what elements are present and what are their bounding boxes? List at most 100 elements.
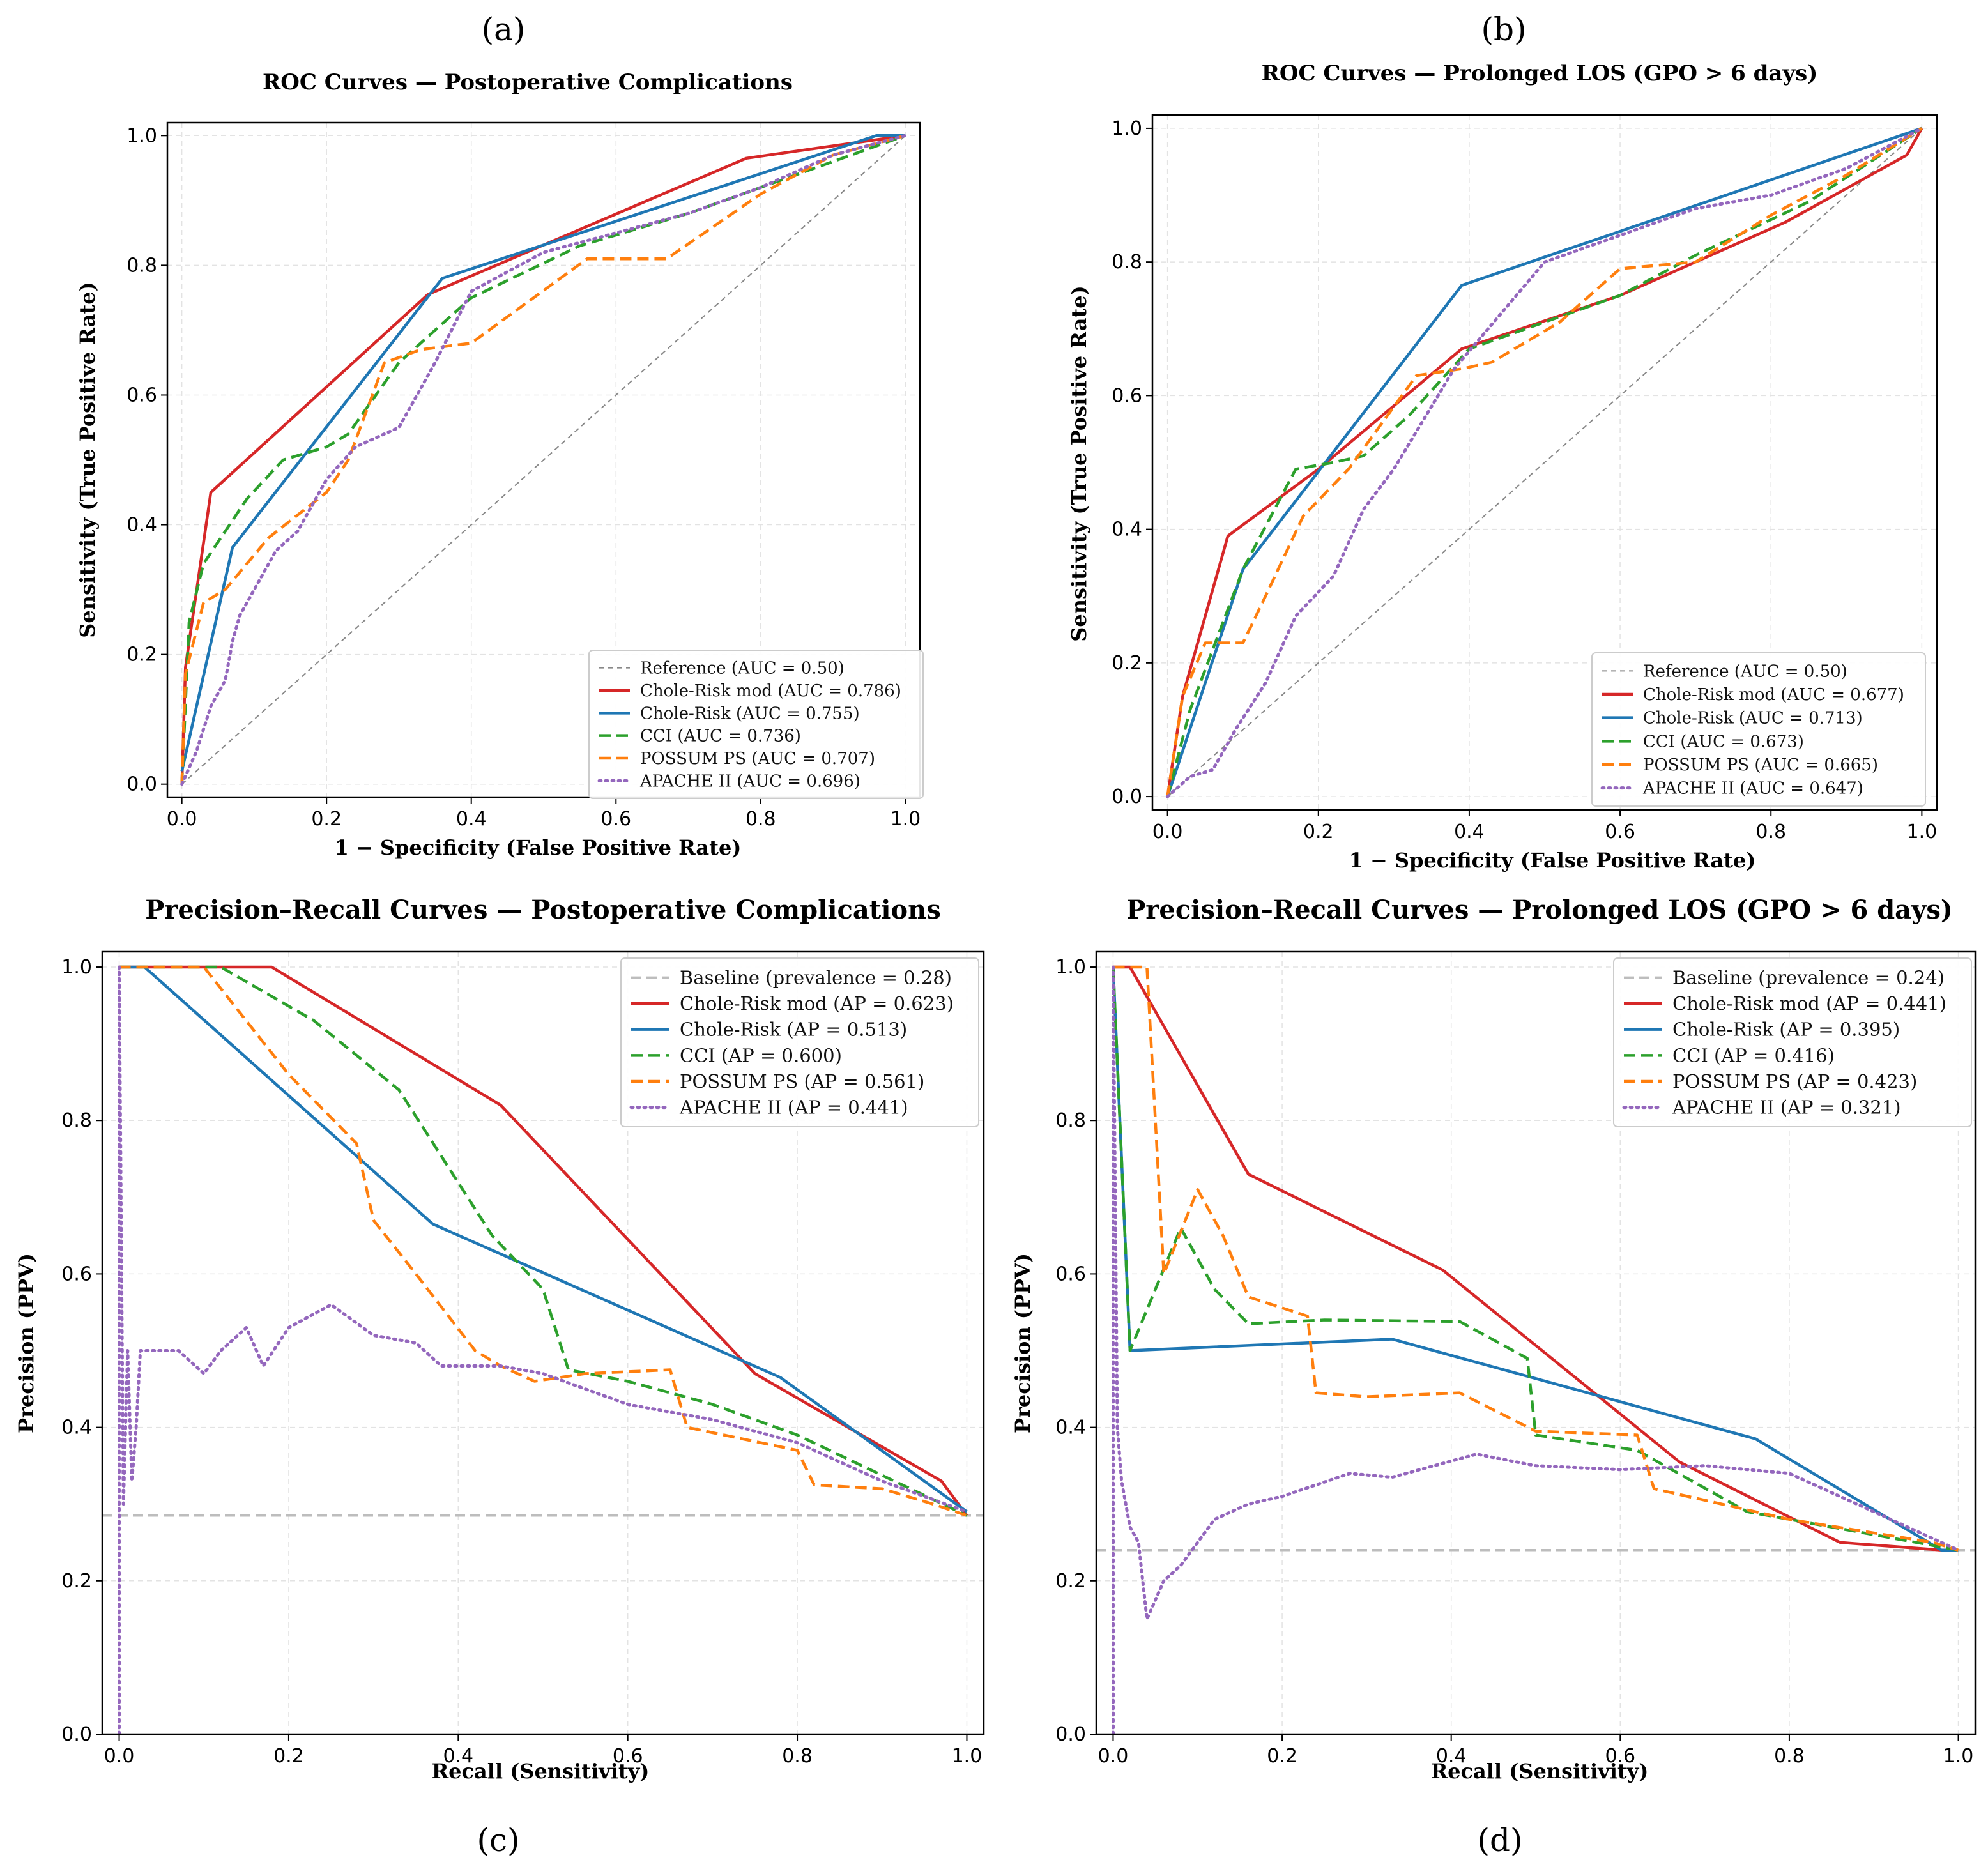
y-tick-label: 0.8 xyxy=(126,254,157,277)
y-tick-label: 0.6 xyxy=(126,384,157,406)
plot-frame xyxy=(166,121,921,798)
panel-letter: (b) xyxy=(1481,11,1526,48)
y-axis-label: Sensitivity (True Positive Rate) xyxy=(75,282,100,637)
series-line-chole-risk xyxy=(180,134,906,772)
series-line-reference xyxy=(1166,128,1923,797)
legend-label: CCI (AP = 0.600) xyxy=(680,1044,842,1066)
x-axis-label: Recall (Sensitivity) xyxy=(1431,1759,1649,1783)
chart-title: Precision–Recall Curves — Prolonged LOS … xyxy=(1126,895,1953,925)
series-line-possum xyxy=(119,965,968,1517)
y-tick-label: 0.8 xyxy=(1055,1110,1086,1132)
chart-panel-4: (d) Precision–Recall Curves — Prolonged L… xyxy=(1011,895,1977,1859)
y-tick-label: 0.2 xyxy=(1055,1570,1086,1592)
x-tick-label: 0.4 xyxy=(1454,821,1485,843)
y-tick-label: 1.0 xyxy=(1112,118,1142,140)
y-tick-label: 0.4 xyxy=(1112,519,1142,541)
x-tick-label: 0.0 xyxy=(1152,821,1183,843)
series-line-chole-risk-mod xyxy=(1113,965,1959,1552)
x-tick-label: 0.4 xyxy=(1436,1745,1467,1767)
legend-label: Chole-Risk (AP = 0.513) xyxy=(680,1019,907,1041)
series-line-apache xyxy=(180,133,907,786)
x-tick-label: 0.2 xyxy=(1267,1745,1297,1767)
series-line-possum xyxy=(180,134,906,784)
y-tick-label: 1.0 xyxy=(1055,956,1086,979)
x-tick-label: 1.0 xyxy=(952,1745,983,1767)
x-tick-label: 1.0 xyxy=(1943,1745,1974,1767)
x-tick-label: 0.6 xyxy=(1605,821,1635,843)
legend-label: Chole-Risk mod (AP = 0.441) xyxy=(1672,993,1946,1014)
panel-letter: (c) xyxy=(477,1822,519,1859)
series-line-possum xyxy=(1113,965,1959,1552)
y-tick-label: 0.6 xyxy=(61,1263,92,1285)
y-tick-label: 0.4 xyxy=(61,1417,92,1439)
panel-letter: (d) xyxy=(1477,1822,1522,1859)
legend: Baseline (prevalence = 0.24) Chole-Risk m… xyxy=(1613,957,1972,1127)
y-tick-label: 0.6 xyxy=(1055,1263,1086,1285)
legend-label: Chole-Risk mod (AUC = 0.677) xyxy=(1643,685,1904,705)
legend-label: POSSUM PS (AP = 0.561) xyxy=(680,1071,924,1092)
legend: Reference (AUC = 0.50) Chole-Risk mod (AU… xyxy=(588,650,924,799)
y-tick-label: 1.0 xyxy=(126,125,157,147)
x-tick-label: 0.8 xyxy=(782,1745,813,1767)
legend-label: POSSUM PS (AUC = 0.665) xyxy=(1643,756,1878,775)
x-tick-label: 0.8 xyxy=(1755,821,1786,843)
y-tick-label: 0.4 xyxy=(1055,1417,1086,1439)
legend-box xyxy=(588,650,924,799)
y-tick-label: 0.4 xyxy=(126,514,157,537)
y-tick-label: 0.2 xyxy=(1112,652,1142,675)
panel-letter: (a) xyxy=(482,11,526,48)
chart-panel-3: (c) Precision–Recall Curves — Postoperati… xyxy=(14,895,985,1859)
x-tick-label: 0.2 xyxy=(311,808,342,830)
series-line-reference xyxy=(181,135,906,785)
legend-label: CCI (AUC = 0.673) xyxy=(1643,732,1804,751)
legend-label: Baseline (prevalence = 0.24) xyxy=(1672,966,1945,988)
y-tick-label: 0.2 xyxy=(61,1570,92,1592)
x-tick-label: 1.0 xyxy=(890,808,921,830)
series-line-apache xyxy=(1166,126,1923,798)
series-group xyxy=(1096,965,1975,1734)
y-axis-label: Precision (PPV) xyxy=(1011,1253,1035,1433)
x-tick-label: 0.8 xyxy=(746,808,776,830)
y-tick-label: 0.8 xyxy=(1112,251,1142,273)
chart-panel-1: (a) ROC Curves — Postoperative Complicati… xyxy=(75,11,924,860)
legend-label: POSSUM PS (AUC = 0.707) xyxy=(640,749,875,768)
x-tick-label: 0.6 xyxy=(613,1745,643,1767)
x-axis-label: Recall (Sensitivity) xyxy=(432,1759,650,1783)
y-tick-label: 0.0 xyxy=(61,1723,92,1746)
x-tick-label: 1.0 xyxy=(1907,821,1938,843)
y-tick-label: 0.2 xyxy=(126,644,157,666)
series-line-cci xyxy=(1112,966,1959,1552)
legend-label: Reference (AUC = 0.50) xyxy=(1643,662,1847,681)
legend-label: POSSUM PS (AP = 0.423) xyxy=(1672,1071,1917,1092)
y-tick-label: 0.0 xyxy=(1055,1723,1086,1746)
series-group xyxy=(102,965,984,1734)
legend-label: Reference (AUC = 0.50) xyxy=(640,659,845,678)
x-tick-label: 0.8 xyxy=(1774,1745,1805,1767)
series-line-apache xyxy=(118,965,968,1734)
chart-panel-2: (b) ROC Curves — Prolonged LOS (GPO > 6 d… xyxy=(1067,11,1938,873)
y-axis-label: Precision (PPV) xyxy=(14,1253,38,1433)
legend-label: CCI (AUC = 0.736) xyxy=(640,727,801,746)
y-tick-label: 0.0 xyxy=(1112,786,1142,808)
series-line-cci xyxy=(119,965,968,1517)
charts-root: (a) ROC Curves — Postoperative Complicati… xyxy=(14,11,1977,1859)
y-axis-label: Sensitivity (True Positive Rate) xyxy=(1067,286,1091,641)
y-tick-label: 0.8 xyxy=(61,1110,92,1132)
chart-title: Precision–Recall Curves — Postoperative … xyxy=(145,895,940,925)
legend-box xyxy=(1591,652,1926,807)
series-line-chole-risk xyxy=(1166,126,1923,797)
series-line-cci xyxy=(1166,127,1923,797)
series-line-cci xyxy=(180,134,906,784)
legend-label: Chole-Risk mod (AUC = 0.786) xyxy=(640,682,901,701)
series-line-chole-risk-mod xyxy=(1166,127,1923,797)
legend-box xyxy=(620,957,979,1127)
x-tick-label: 0.6 xyxy=(1605,1745,1635,1767)
plot-frame xyxy=(1095,950,1977,1735)
y-tick-label: 1.0 xyxy=(61,956,92,979)
series-line-chole-risk-mod xyxy=(119,965,968,1517)
x-axis-label: 1 − Specificity (False Positive Rate) xyxy=(335,835,742,860)
legend-label: APACHE II (AUC = 0.647) xyxy=(1642,779,1863,798)
legend-label: APACHE II (AUC = 0.696) xyxy=(639,772,860,791)
legend-label: Chole-Risk (AUC = 0.755) xyxy=(640,704,860,723)
